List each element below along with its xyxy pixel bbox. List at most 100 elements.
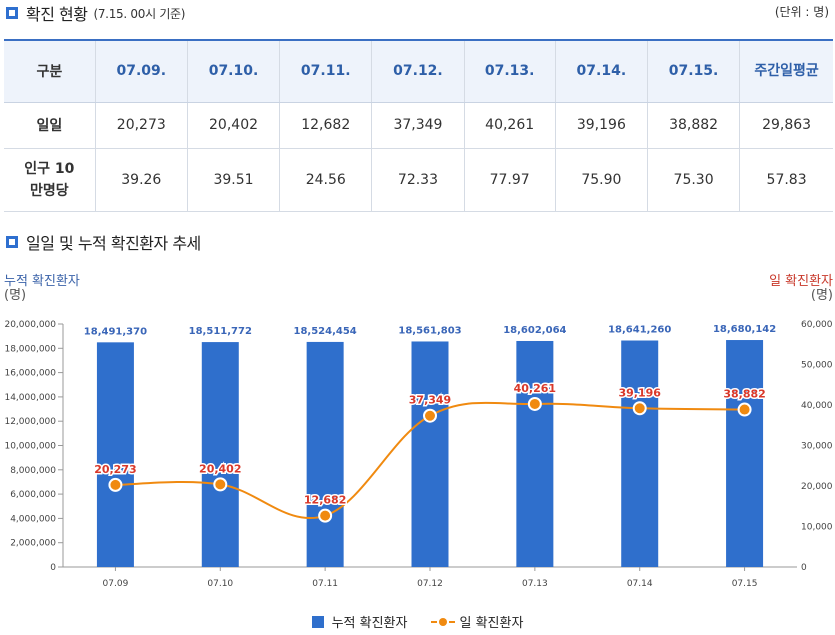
section-header-status: 확진 현황 (7.15. 00시 기준) bbox=[6, 1, 185, 25]
left-axis-unit: (명) bbox=[4, 288, 27, 303]
header-cell: 07.10. bbox=[187, 39, 281, 103]
table-cell: 57.83 bbox=[739, 148, 833, 212]
line-value-label: 20,402 bbox=[199, 462, 241, 475]
line-point bbox=[423, 408, 437, 423]
left-tick-label: 2,000,000 bbox=[10, 539, 56, 549]
line-value-label: 38,882 bbox=[723, 388, 765, 401]
row-label: 인구 10만명당 bbox=[4, 148, 96, 212]
left-tick-label: 10,000,000 bbox=[4, 442, 56, 452]
x-tick-label: 07.10 bbox=[207, 579, 233, 589]
bar-value-label: 18,680,142 bbox=[713, 324, 776, 335]
right-axis-label: 일 확진환자 bbox=[769, 274, 833, 289]
bar-value-label: 18,491,370 bbox=[84, 326, 147, 337]
legend-label: 일 확진환자 bbox=[459, 616, 524, 631]
left-tick-label: 4,000,000 bbox=[10, 514, 56, 524]
bar bbox=[516, 340, 554, 567]
bar-value-label: 18,524,454 bbox=[294, 326, 357, 337]
left-axis-title: 누적 확진환자 (명) bbox=[4, 275, 80, 303]
table-row: 일일 20,273 20,402 12,682 37,349 40,261 39… bbox=[4, 102, 833, 149]
right-tick-label: 30,000 bbox=[801, 442, 833, 452]
square-bullet-icon bbox=[6, 236, 18, 248]
bar bbox=[306, 341, 344, 567]
bar-value-label: 18,561,803 bbox=[398, 325, 461, 336]
line-value-label: 12,682 bbox=[304, 494, 346, 507]
line-value-label: 37,349 bbox=[409, 394, 451, 407]
chart-legend: 누적 확진환자 일 확진환자 bbox=[0, 612, 835, 631]
left-axis-label: 누적 확진환자 bbox=[4, 274, 80, 289]
table-cell: 75.90 bbox=[555, 148, 648, 212]
table-cell: 29,863 bbox=[739, 102, 833, 149]
table-cell: 39,196 bbox=[555, 102, 648, 149]
header-cell: 07.15. bbox=[647, 39, 741, 103]
table-cell: 20,273 bbox=[95, 102, 188, 149]
header-cell: 07.11. bbox=[279, 39, 373, 103]
x-tick-label: 07.12 bbox=[417, 579, 443, 589]
bar-swatch-icon bbox=[311, 615, 324, 628]
line-value-label: 40,261 bbox=[514, 382, 556, 395]
header-cell: 07.09. bbox=[95, 39, 188, 103]
left-tick-label: 18,000,000 bbox=[4, 344, 56, 354]
section-title: 확진 현황 bbox=[26, 5, 88, 24]
right-tick-label: 60,000 bbox=[801, 320, 833, 330]
unit-label: (단위 : 명) bbox=[774, 5, 829, 19]
stats-table: 구분 07.09. 07.10. 07.11. 07.12. 07.13. 07… bbox=[4, 39, 833, 212]
header-cell: 07.14. bbox=[555, 39, 648, 103]
bar-value-label: 18,602,064 bbox=[503, 325, 566, 336]
right-tick-label: 20,000 bbox=[801, 482, 833, 492]
left-tick-label: 14,000,000 bbox=[4, 393, 56, 403]
square-bullet-icon bbox=[6, 7, 18, 19]
row-label: 일일 bbox=[4, 102, 96, 149]
right-axis-unit: (명) bbox=[810, 288, 833, 303]
line-point bbox=[632, 401, 647, 416]
table-cell: 39.51 bbox=[187, 148, 281, 212]
table-cell: 20,402 bbox=[187, 102, 281, 149]
right-tick-label: 0 bbox=[801, 563, 807, 573]
bar bbox=[621, 340, 659, 567]
legend-item-daily[interactable]: 일 확진환자 bbox=[431, 612, 523, 631]
section-title: 일일 및 누적 확진환자 추세 bbox=[26, 234, 201, 253]
left-tick-label: 6,000,000 bbox=[10, 490, 56, 500]
left-tick-label: 20,000,000 bbox=[4, 320, 56, 330]
combo-chart: 0 2,000,000 4,000,000 6,000,000 8,000,000 10,… bbox=[4, 320, 833, 589]
line-point bbox=[318, 508, 333, 523]
bar-value-label: 18,641,260 bbox=[608, 325, 671, 336]
right-tick-label: 50,000 bbox=[801, 361, 833, 371]
section-note: (7.15. 00시 기준) bbox=[93, 6, 186, 21]
line-swatch-icon bbox=[431, 616, 456, 628]
x-tick-label: 07.14 bbox=[627, 579, 653, 589]
table-row: 인구 10만명당 39.26 39.51 24.56 72.33 77.97 7… bbox=[4, 148, 833, 212]
left-tick-label: 8,000,000 bbox=[10, 466, 56, 476]
x-tick-label: 07.09 bbox=[103, 579, 129, 589]
header-cell: 07.12. bbox=[371, 39, 465, 103]
legend-label: 누적 확진환자 bbox=[331, 616, 408, 631]
right-axis-title: 일 확진환자 (명) bbox=[769, 275, 833, 303]
table-cell: 38,882 bbox=[647, 102, 741, 149]
x-tick-label: 07.11 bbox=[312, 579, 338, 589]
header-cell: 구분 bbox=[4, 39, 96, 103]
bar bbox=[201, 342, 239, 567]
table-cell: 24.56 bbox=[279, 148, 373, 212]
line-point bbox=[213, 477, 228, 492]
line-value-label: 20,273 bbox=[94, 463, 136, 476]
bar-value-label: 18,511,772 bbox=[189, 326, 252, 337]
table-header-row: 구분 07.09. 07.10. 07.11. 07.12. 07.13. 07… bbox=[4, 39, 833, 103]
x-tick-label: 07.15 bbox=[732, 579, 758, 589]
line-point bbox=[737, 402, 752, 417]
bar bbox=[411, 341, 449, 567]
line-point bbox=[108, 477, 123, 492]
table-cell: 39.26 bbox=[95, 148, 188, 212]
table-cell: 72.33 bbox=[371, 148, 465, 212]
table-cell: 37,349 bbox=[371, 102, 465, 149]
table-cell: 75.30 bbox=[647, 148, 741, 212]
header-cell: 07.13. bbox=[464, 39, 556, 103]
section-header-trend: 일일 및 누적 확진환자 추세 bbox=[6, 230, 201, 254]
table-cell: 77.97 bbox=[464, 148, 556, 212]
legend-item-cumulative[interactable]: 누적 확진환자 bbox=[311, 612, 408, 631]
table-cell: 40,261 bbox=[464, 102, 556, 149]
left-tick-label: 0 bbox=[50, 563, 56, 573]
bar bbox=[96, 342, 134, 567]
line-point bbox=[527, 396, 542, 411]
bar bbox=[726, 340, 764, 567]
right-tick-label: 10,000 bbox=[801, 523, 833, 533]
header-cell: 주간일평균 bbox=[739, 39, 833, 103]
